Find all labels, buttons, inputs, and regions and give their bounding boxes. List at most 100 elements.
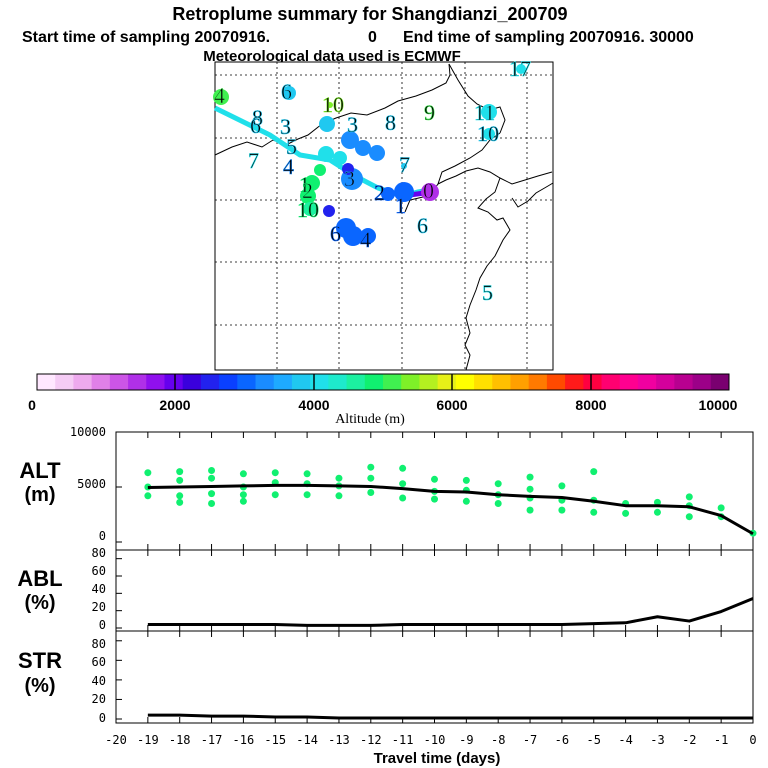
str-panel-unit: (%) <box>24 675 55 697</box>
plume-blob <box>304 175 320 191</box>
alt-panel-name: ALT <box>19 458 61 483</box>
colorbar-tick-4000: 4000 <box>298 397 329 413</box>
plume-day-label: 6 <box>330 221 341 246</box>
altitude-particle-dot <box>685 493 693 501</box>
plume-day-label: 2 <box>374 180 385 205</box>
x-tick-label: -20 <box>105 733 127 747</box>
x-tick-label: -19 <box>137 733 159 747</box>
colorbar-cell <box>546 374 566 390</box>
plume-blob <box>355 140 371 156</box>
plume-blob <box>360 228 376 244</box>
plume-day-label: 4 <box>360 227 371 252</box>
colorbar-cell <box>528 374 548 390</box>
plume-blob <box>319 116 335 132</box>
plume-blob <box>483 128 495 140</box>
altitude-particle-dot <box>303 491 311 499</box>
plume-day-label: 7 <box>399 152 410 177</box>
plume-day-label: 1 <box>299 172 310 197</box>
str-series-line <box>147 713 753 720</box>
alt-ytick-5000: 5000 <box>77 477 106 491</box>
altitude-particle-dot <box>239 491 247 499</box>
colorbar-cell <box>255 374 275 390</box>
altitude-particle-dot <box>590 508 598 516</box>
altitude-particle-dot <box>335 474 343 482</box>
altitude-particle-dot <box>239 497 247 505</box>
plume-blob <box>341 131 359 149</box>
x-tick-label: -14 <box>296 733 318 747</box>
plume-day-label: 6 <box>250 113 261 138</box>
altitude-particle-dot <box>653 498 661 506</box>
x-tick-label: -16 <box>233 733 255 747</box>
altitude-particle-dot <box>208 490 216 498</box>
plume-blob <box>213 89 229 105</box>
colorbar-cell <box>419 374 439 390</box>
plume-day-label: 2 <box>302 178 313 203</box>
plume-day-label: 4 <box>283 154 294 179</box>
altitude-particle-dot <box>590 468 598 476</box>
str-ytick-60: 60 <box>92 655 106 669</box>
colorbar-tick-10000: 10000 <box>699 397 738 413</box>
plume-day-label: 3 <box>347 112 358 137</box>
plume-day-label: 10 <box>477 121 499 146</box>
plume-blob <box>343 226 363 246</box>
x-tick-label: -4 <box>618 733 632 747</box>
x-tick-label: -17 <box>201 733 223 747</box>
colorbar-cell <box>437 374 457 390</box>
plume-blob <box>394 182 414 202</box>
altitude-particle-dot <box>208 467 216 474</box>
plume-blob <box>303 202 317 216</box>
plume-blob <box>323 205 335 217</box>
altitude-particle-dot <box>399 480 407 488</box>
colorbar-cell <box>164 374 184 390</box>
plume-day-label: 7 <box>248 148 259 173</box>
x-tick-label: -6 <box>555 733 569 747</box>
colorbar-label: Altitude (m) <box>335 412 405 427</box>
altitude-particle-dot <box>239 470 247 478</box>
x-tick-label: -9 <box>459 733 473 747</box>
altitude-particle-dot <box>431 475 438 483</box>
colorbar-tick-2000: 2000 <box>159 397 190 413</box>
colorbar-cell <box>710 374 730 390</box>
altitude-particle-dot <box>653 508 661 516</box>
map-coastlines <box>214 63 554 371</box>
plume-day-label: 11 <box>474 100 495 125</box>
colorbar-cell <box>692 374 712 390</box>
plume-day-label: 9 <box>424 100 435 125</box>
colorbar-cell <box>109 374 129 390</box>
alt-panel-unit: (m) <box>24 484 55 506</box>
colorbar-cell <box>510 374 530 390</box>
colorbar-cell <box>492 374 511 390</box>
colorbar-cell <box>656 374 675 390</box>
plume-day-label: 10 <box>297 197 319 222</box>
colorbar-cell <box>291 374 311 390</box>
colorbar-cell <box>73 374 93 390</box>
plume-day-label: 5 <box>482 280 493 305</box>
altitude-particle-dot <box>367 474 375 482</box>
altitude-particle-dot <box>526 485 534 493</box>
panel-str <box>115 631 754 723</box>
colorbar-cell <box>182 374 202 390</box>
x-axis-label: Travel time (days) <box>374 750 501 767</box>
x-tick-label: -13 <box>328 733 350 747</box>
plume-day-label: 4 <box>214 83 225 108</box>
plume-blob <box>516 64 526 74</box>
altitude-particle-dot <box>144 469 152 477</box>
plume-day-label: 8 <box>252 105 263 130</box>
plume-blob <box>333 151 347 165</box>
colorbar-cell <box>474 374 493 390</box>
plume-blob <box>381 187 395 201</box>
plume-day-label: 17 <box>509 56 531 81</box>
str-ytick-0: 0 <box>99 711 106 725</box>
colorbar-frame <box>36 373 730 391</box>
plume-blob <box>342 163 354 175</box>
colorbar-cell <box>200 374 220 390</box>
altitude-particle-dot <box>399 494 407 502</box>
colorbar-cell <box>328 374 348 390</box>
altitude-particle-dot <box>208 500 216 507</box>
colorbar-major-ticks <box>174 374 592 390</box>
colorbar-cell <box>128 374 147 390</box>
colorbar-cell <box>619 374 639 390</box>
colorbar-cell <box>146 374 165 390</box>
altitude-particle-dot <box>144 492 152 500</box>
